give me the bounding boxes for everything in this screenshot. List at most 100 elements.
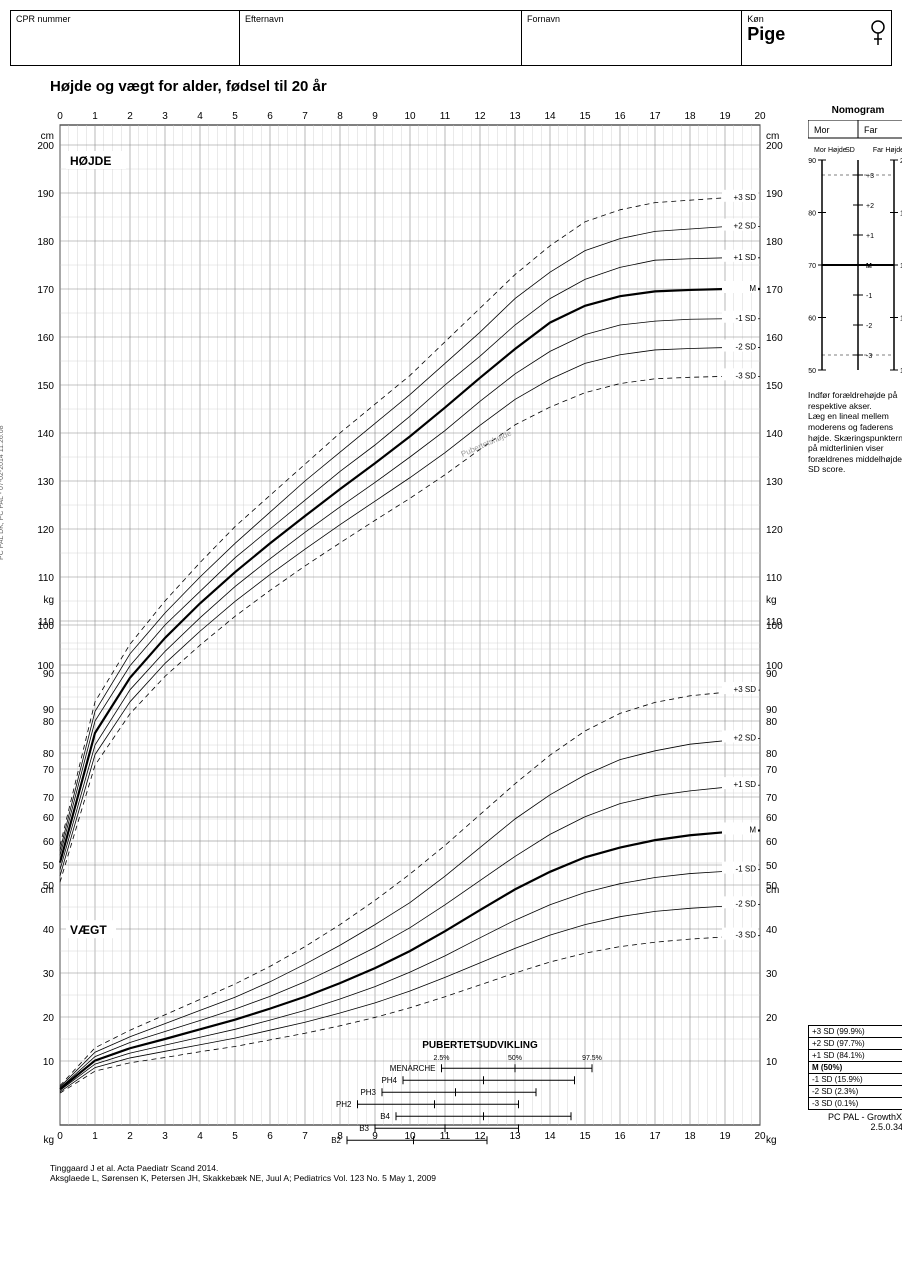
header-field[interactable]: CPR nummer [11,11,240,66]
svg-text:150: 150 [766,381,783,392]
header-field[interactable]: Fornavn [521,11,741,66]
svg-text:160: 160 [808,316,816,323]
svg-text:80: 80 [766,717,778,728]
svg-text:110: 110 [38,573,54,584]
header-field[interactable]: Efternavn [240,11,522,66]
svg-text:+1: +1 [866,233,874,240]
svg-text:17: 17 [649,111,661,122]
svg-text:80: 80 [766,749,778,760]
svg-text:3: 3 [162,1131,168,1142]
svg-text:PUBERTETSUDVIKLING: PUBERTETSUDVIKLING [422,1040,538,1051]
svg-text:18: 18 [684,1131,696,1142]
svg-text:6: 6 [267,1131,273,1142]
svg-text:100: 100 [766,661,783,672]
svg-text:180: 180 [766,237,783,248]
svg-text:-3: -3 [866,353,872,360]
svg-text:40: 40 [766,925,778,936]
svg-text:B4: B4 [380,1112,390,1121]
svg-text:190: 190 [37,189,54,200]
svg-text:150: 150 [808,368,816,375]
svg-text:110: 110 [38,617,54,628]
svg-text:160: 160 [766,333,783,344]
svg-text:80: 80 [43,749,55,760]
svg-text:0: 0 [57,1131,63,1142]
svg-text:12: 12 [474,111,486,122]
svg-text:40: 40 [43,925,55,936]
svg-text:2: 2 [127,111,133,122]
page-title: Højde og vægt for alder, fødsel til 20 å… [50,78,892,95]
sd-legend: +3 SD (99.9%)+2 SD (97.7%)+1 SD (84.1%)M… [808,1025,902,1110]
female-icon [869,19,887,49]
svg-text:4: 4 [197,1131,203,1142]
svg-text:+2 SD: +2 SD [734,222,757,231]
svg-text:150: 150 [37,381,54,392]
svg-text:-2 SD: -2 SD [736,899,757,908]
svg-text:5: 5 [232,1131,238,1142]
svg-text:-1 SD: -1 SD [736,865,757,874]
svg-text:+2 SD: +2 SD [734,733,757,742]
svg-text:100: 100 [37,661,54,672]
references: Tinggaard J et al. Acta Paediatr Scand 2… [50,1163,800,1183]
svg-text:cm: cm [766,131,779,142]
svg-text:-3 SD: -3 SD [736,931,757,940]
svg-text:0: 0 [57,111,63,122]
svg-text:kg: kg [43,595,54,606]
legend-row: +1 SD (84.1%) [809,1050,902,1062]
svg-text:7: 7 [302,1131,308,1142]
svg-text:kg: kg [766,1135,777,1146]
svg-text:70: 70 [766,765,778,776]
svg-text:120: 120 [37,525,54,536]
svg-text:M: M [749,825,756,834]
svg-text:140: 140 [37,429,54,440]
svg-text:200: 200 [766,141,783,152]
svg-text:10: 10 [404,111,416,122]
patient-header: CPR nummerEfternavnFornavnKøn Pige [10,10,892,66]
svg-text:+3: +3 [866,173,874,180]
svg-text:17: 17 [649,1131,661,1142]
svg-text:Mor: Mor [814,125,830,135]
svg-text:110: 110 [766,617,782,628]
svg-text:-1 SD: -1 SD [736,314,757,323]
svg-text:160: 160 [37,333,54,344]
svg-text:170: 170 [37,285,54,296]
svg-text:-2: -2 [866,323,872,330]
svg-text:15: 15 [579,111,591,122]
svg-text:HØJDE: HØJDE [70,154,111,168]
svg-text:60: 60 [43,813,55,824]
svg-text:Far: Far [864,125,878,135]
svg-text:8: 8 [337,111,343,122]
svg-text:M: M [749,284,756,293]
svg-text:14: 14 [544,111,556,122]
svg-text:50: 50 [766,861,778,872]
svg-text:30: 30 [766,969,778,980]
svg-text:110: 110 [766,573,782,584]
svg-text:MENARCHE: MENARCHE [390,1064,436,1073]
nomogram-chart: MorFarMor HøjdeSDFar Højde15016017018019… [808,120,902,380]
svg-text:70: 70 [43,765,55,776]
svg-text:-2 SD: -2 SD [736,343,757,352]
svg-text:20: 20 [754,1131,766,1142]
svg-text:180: 180 [808,211,816,218]
svg-text:B3: B3 [359,1124,369,1133]
svg-text:20: 20 [766,1013,778,1024]
svg-text:kg: kg [43,1135,54,1146]
svg-text:14: 14 [544,1131,556,1142]
svg-text:kg: kg [766,595,777,606]
side-print-info: PC PAL DK, PC PAL - 07-02-2014 11:26:08 [0,425,5,560]
svg-text:6: 6 [267,111,273,122]
svg-text:50%: 50% [508,1055,522,1062]
svg-text:60: 60 [43,837,55,848]
svg-text:20: 20 [43,1013,55,1024]
svg-text:10: 10 [766,1057,778,1068]
svg-text:190: 190 [766,189,783,200]
svg-text:170: 170 [766,285,783,296]
svg-text:20: 20 [754,111,766,122]
svg-text:130: 130 [766,477,783,488]
legend-row: M (50%) [809,1062,902,1074]
svg-text:cm: cm [41,131,54,142]
svg-text:140: 140 [766,429,783,440]
svg-text:-1: -1 [866,293,872,300]
footer-version: PC PAL - GrowthXP 2.5.0.347 [808,1112,902,1132]
svg-text:4: 4 [197,111,203,122]
svg-text:50: 50 [43,861,55,872]
